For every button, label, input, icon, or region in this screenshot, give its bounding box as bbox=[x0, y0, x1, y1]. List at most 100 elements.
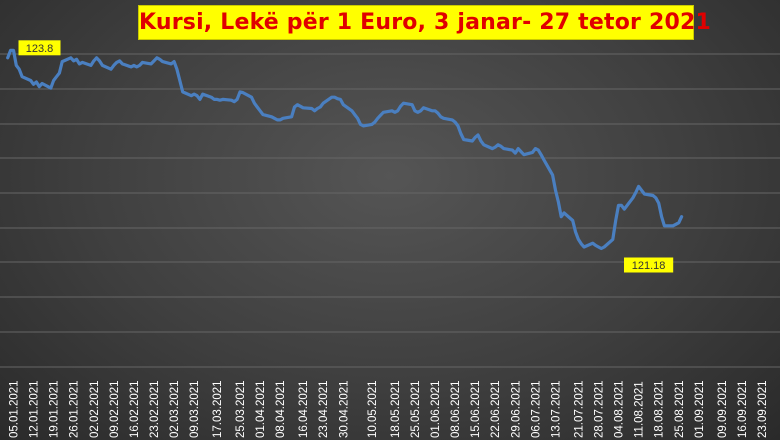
data-point bbox=[563, 212, 565, 214]
data-point bbox=[417, 111, 419, 113]
x-tick-label: 16.04.2021 bbox=[298, 380, 310, 438]
data-point bbox=[299, 105, 301, 107]
data-point bbox=[600, 247, 602, 250]
x-tick-label: 11.08.2021 bbox=[634, 381, 646, 438]
data-point bbox=[173, 61, 175, 63]
data-point bbox=[193, 93, 195, 95]
x-axis-tick-labels: 05.01.2021 12.01.2021 19.01.2021 26.01.2021… bbox=[9, 380, 769, 438]
x-tick-label: 18.05.2021 bbox=[390, 380, 402, 438]
data-label: 123.8 bbox=[26, 43, 54, 55]
data-point bbox=[259, 110, 261, 112]
x-tick-label: 19.01.2021 bbox=[49, 380, 61, 438]
data-point bbox=[655, 197, 657, 199]
data-point bbox=[316, 107, 318, 110]
data-point bbox=[21, 76, 23, 78]
x-tick-label: 13.07.2021 bbox=[551, 380, 563, 438]
data-point bbox=[517, 148, 519, 150]
data-point bbox=[531, 151, 534, 153]
data-point bbox=[98, 60, 101, 62]
data-point bbox=[210, 96, 212, 98]
data-point bbox=[500, 145, 502, 147]
data-point bbox=[632, 197, 634, 199]
data-point bbox=[474, 136, 476, 138]
data-point bbox=[652, 194, 654, 197]
data-point bbox=[379, 114, 382, 116]
data-point bbox=[394, 111, 396, 113]
data-point bbox=[179, 79, 181, 82]
data-point bbox=[597, 246, 600, 248]
data-point bbox=[222, 98, 224, 100]
data-point bbox=[121, 63, 123, 65]
data-point bbox=[32, 83, 35, 85]
data-point bbox=[282, 117, 284, 119]
x-tick-label: 28.07.2021 bbox=[594, 380, 606, 438]
data-point bbox=[643, 193, 646, 195]
data-point bbox=[434, 110, 436, 112]
data-point bbox=[35, 81, 38, 83]
data-point bbox=[514, 152, 516, 154]
data-point bbox=[463, 138, 465, 141]
x-tick-label: 08.04.2021 bbox=[275, 380, 287, 438]
data-point bbox=[382, 111, 384, 113]
data-point bbox=[592, 242, 594, 244]
data-point bbox=[572, 219, 574, 222]
data-labels: 123.8 121.18 bbox=[18, 40, 674, 273]
x-tick-label: 25.08.2021 bbox=[674, 380, 686, 438]
x-tick-label: 01.06.2021 bbox=[430, 380, 442, 438]
data-point bbox=[196, 95, 198, 97]
x-tick-label: 09.02.2021 bbox=[109, 380, 121, 438]
data-point bbox=[658, 202, 660, 204]
data-point bbox=[560, 216, 562, 218]
data-point bbox=[397, 110, 399, 112]
data-point bbox=[675, 223, 677, 225]
data-point bbox=[511, 149, 513, 151]
data-point bbox=[273, 117, 275, 119]
gridlines bbox=[0, 53, 780, 368]
data-point bbox=[119, 60, 121, 62]
data-point bbox=[242, 92, 244, 94]
data-point bbox=[170, 63, 172, 65]
data-point bbox=[537, 149, 539, 151]
x-tick-label: 10.05.2021 bbox=[367, 380, 379, 438]
data-point bbox=[293, 106, 296, 108]
data-point bbox=[672, 225, 674, 227]
chart-title: Kursi, Lekë për 1 Euro, 3 janar- 27 teto… bbox=[139, 10, 711, 35]
x-tick-label: 09.09.2021 bbox=[717, 380, 729, 438]
data-point bbox=[617, 204, 620, 206]
data-point bbox=[440, 116, 442, 118]
data-point bbox=[336, 98, 339, 100]
data-point bbox=[411, 104, 413, 106]
data-point bbox=[78, 63, 80, 65]
data-point bbox=[491, 148, 493, 150]
data-point bbox=[253, 102, 255, 104]
x-tick-label: 02.02.2021 bbox=[89, 380, 101, 438]
data-point bbox=[58, 72, 61, 74]
data-point bbox=[136, 66, 138, 68]
data-point bbox=[543, 159, 545, 161]
data-label-box bbox=[18, 40, 61, 56]
data-point bbox=[314, 110, 316, 112]
data-point bbox=[339, 98, 341, 100]
title-box: Kursi, Lekë për 1 Euro, 3 janar- 27 teto… bbox=[138, 5, 711, 40]
data-point bbox=[116, 61, 118, 64]
data-point bbox=[41, 82, 43, 85]
data-point bbox=[483, 144, 485, 146]
x-tick-label: 08.06.2021 bbox=[450, 380, 462, 438]
data-point bbox=[391, 110, 393, 112]
data-point bbox=[437, 112, 439, 114]
data-point bbox=[96, 57, 98, 59]
data-point bbox=[276, 119, 278, 121]
data-point bbox=[663, 225, 666, 227]
data-point bbox=[199, 98, 201, 100]
data-point bbox=[635, 191, 637, 194]
data-point bbox=[443, 117, 445, 119]
data-point bbox=[159, 58, 161, 60]
data-point bbox=[291, 116, 293, 118]
data-point bbox=[322, 102, 324, 104]
x-tick-label: 01.09.2021 bbox=[694, 380, 706, 438]
x-tick-label: 23.02.2021 bbox=[149, 380, 161, 438]
data-point bbox=[334, 96, 336, 98]
data-label-box bbox=[624, 257, 674, 273]
data-point bbox=[302, 107, 304, 109]
data-point bbox=[101, 64, 103, 66]
